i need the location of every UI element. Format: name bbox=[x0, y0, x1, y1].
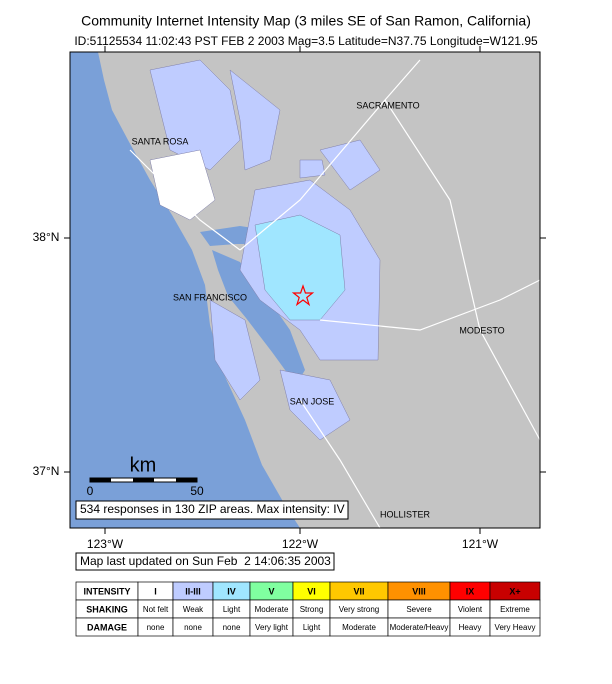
legend-cell-label: none bbox=[223, 623, 241, 632]
longitude-label: 122°W bbox=[282, 537, 319, 551]
legend-intensity-label: II-III bbox=[185, 586, 201, 596]
zip-area bbox=[279, 369, 351, 441]
city-label: MODESTO bbox=[459, 325, 504, 335]
subtitle: ID:51125534 11:02:43 PST FEB 2 2003 Mag=… bbox=[74, 34, 538, 48]
zip-area bbox=[209, 299, 261, 401]
legend-cell-label: Very light bbox=[255, 623, 289, 632]
legend-intensity-label: VIII bbox=[412, 586, 426, 596]
legend-cell-label: none bbox=[184, 623, 202, 632]
summary-box bbox=[75, 500, 349, 520]
legend-cell bbox=[489, 617, 541, 637]
zip-area-not-felt bbox=[149, 149, 216, 221]
legend-cell-label: Extreme bbox=[500, 605, 530, 614]
legend-cell-label: none bbox=[147, 623, 165, 632]
zip-area bbox=[299, 159, 326, 179]
zip-area bbox=[149, 59, 241, 171]
legend-intensity-label: I bbox=[154, 586, 157, 596]
updated: Map last updated on Sun Feb 2 14:06:35 2… bbox=[80, 554, 331, 568]
legend-cell-label: Light bbox=[223, 605, 241, 614]
frame-ticks bbox=[64, 46, 546, 534]
zip-area bbox=[229, 69, 281, 171]
scale-tick-label: 0 bbox=[87, 484, 94, 498]
ocean bbox=[70, 52, 300, 528]
legend-intensity-label: VII bbox=[353, 586, 364, 596]
summary: 534 responses in 130 ZIP areas. Max inte… bbox=[80, 502, 345, 516]
legend-intensity-label: X+ bbox=[509, 586, 520, 596]
latitude-label: 37°N bbox=[33, 464, 60, 478]
legend-intensity-label: VI bbox=[307, 586, 316, 596]
scale-unit: km bbox=[130, 454, 157, 476]
legend-cell-label: Moderate bbox=[255, 605, 289, 614]
legend-cell-label: SHAKING bbox=[86, 604, 128, 614]
zip-area-light bbox=[254, 214, 346, 321]
scale-tick-label: 50 bbox=[190, 484, 204, 498]
latitude-label: 38°N bbox=[33, 230, 60, 244]
city-label: SAN JOSE bbox=[290, 396, 335, 406]
legend-cell-label: Very strong bbox=[339, 605, 379, 614]
map: SACRAMENTO SANTA ROSA SAN FRANCISCO MODE… bbox=[33, 46, 546, 551]
title: Community Internet Intensity Map (3 mile… bbox=[81, 13, 531, 29]
epicenter bbox=[291, 284, 315, 307]
longitude-label: 123°W bbox=[87, 537, 124, 551]
scale-bar: km 0 50 bbox=[87, 454, 204, 498]
legend-cell-label: Light bbox=[303, 623, 321, 632]
legend-intensity-label: IX bbox=[466, 586, 475, 596]
legend-intensity-label: INTENSITY bbox=[83, 586, 130, 596]
city-label: SACRAMENTO bbox=[356, 100, 419, 110]
map-frame bbox=[69, 51, 541, 529]
legend-cell-label: Moderate/Heavy bbox=[390, 623, 449, 632]
legend-cell-label: Moderate bbox=[342, 623, 376, 632]
legend-cell-label: Heavy bbox=[459, 623, 482, 632]
legend-cell-label: Violent bbox=[458, 605, 483, 614]
legend-intensity-label: V bbox=[268, 586, 274, 596]
legend-cell-label: Strong bbox=[300, 605, 324, 614]
intensity-legend: INTENSITY I II-III IV V VI VII VIII IX X+ SHAKING N… bbox=[75, 581, 541, 637]
legend-cell-label: Weak bbox=[183, 605, 204, 614]
legend-cell-label: Severe bbox=[406, 605, 432, 614]
bay bbox=[212, 250, 305, 385]
city-label: SANTA ROSA bbox=[132, 136, 189, 146]
roads bbox=[129, 59, 541, 529]
updated-box bbox=[75, 552, 335, 571]
legend-cell-label: DAMAGE bbox=[87, 622, 127, 632]
city-label: HOLLISTER bbox=[380, 509, 431, 519]
longitude-label: 121°W bbox=[462, 537, 499, 551]
zip-area bbox=[319, 139, 381, 191]
legend-cell-label: Very Heavy bbox=[495, 623, 536, 632]
city-label: SAN FRANCISCO bbox=[173, 292, 247, 302]
legend-cell-label: Not felt bbox=[143, 605, 169, 614]
legend-intensity-label: IV bbox=[227, 586, 236, 596]
